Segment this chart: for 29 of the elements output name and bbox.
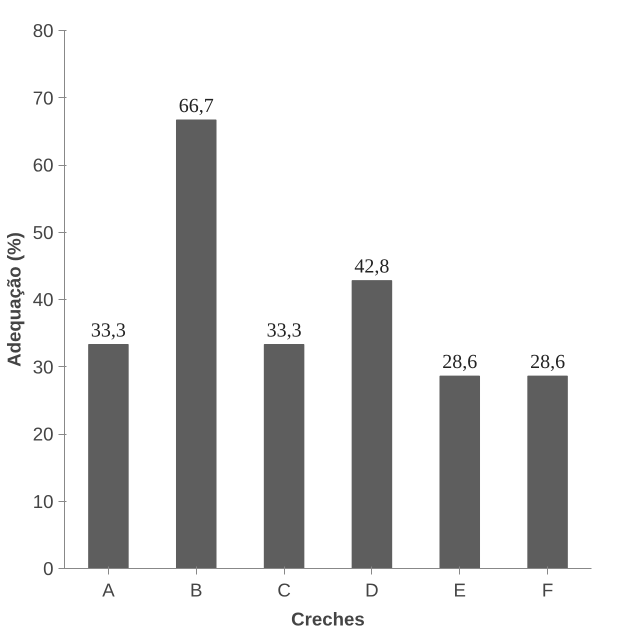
data-label: 33,3	[266, 320, 302, 342]
bar	[264, 344, 304, 568]
bar	[176, 119, 217, 568]
y-tick-label: 50	[32, 222, 54, 243]
y-tick-label: 40	[32, 289, 54, 310]
x-tick-label: C	[277, 580, 291, 600]
y-tick-label: 70	[32, 87, 54, 108]
x-tick-label: F	[542, 580, 554, 600]
bar	[439, 376, 480, 568]
x-tick-label: E	[454, 580, 466, 600]
y-tick-label: 80	[32, 20, 54, 41]
y-tick-label: 60	[32, 154, 54, 176]
data-label: 42,8	[354, 256, 390, 278]
data-label: 66,7	[178, 94, 214, 117]
y-tick-label: 30	[32, 356, 54, 378]
x-tick-label: B	[190, 580, 202, 600]
data-label: 28,6	[442, 351, 478, 374]
data-label: 33,3	[90, 320, 126, 342]
data-label: 28,6	[530, 351, 566, 374]
bar	[527, 376, 568, 568]
x-tick-label: D	[365, 580, 379, 600]
bar	[88, 344, 129, 568]
x-axis-title: Creches	[291, 608, 365, 630]
y-axis-title: Adequação (%)	[4, 232, 25, 367]
y-tick-label: 0	[43, 558, 54, 579]
y-tick-label: 10	[32, 490, 54, 512]
bar	[352, 280, 392, 568]
y-tick-label: 20	[32, 424, 54, 444]
x-tick-label: A	[102, 580, 116, 600]
